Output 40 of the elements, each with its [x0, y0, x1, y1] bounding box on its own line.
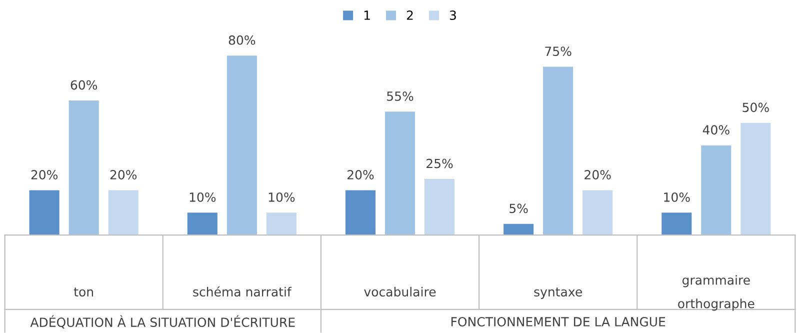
- x-tick-label: schéma narratif: [193, 286, 292, 297]
- data-label: 20%: [31, 170, 58, 180]
- legend-label: 3: [450, 10, 456, 20]
- data-label: 50%: [742, 102, 769, 112]
- legend-label: 1: [364, 10, 370, 20]
- bar: [226, 56, 257, 236]
- bar: [740, 122, 771, 236]
- data-label: 20%: [348, 170, 374, 180]
- legend-label: 2: [406, 10, 413, 20]
- bar: [424, 178, 455, 236]
- bar: [384, 112, 416, 236]
- data-label: 10%: [664, 192, 690, 202]
- data-label: 60%: [70, 80, 98, 90]
- text: FONCTIONNEMENT DE LA LANGUE: [451, 317, 666, 326]
- bar: [108, 190, 138, 236]
- bar: [701, 145, 732, 236]
- bar: [29, 190, 60, 236]
- data-label: 55%: [387, 91, 414, 101]
- data-label: 5%: [510, 204, 528, 214]
- x-tick-label: syntaxe: [534, 288, 582, 299]
- data-label: 20%: [110, 170, 137, 180]
- bar: [187, 212, 218, 236]
- x-tick-label: vocabulaire: [364, 286, 436, 297]
- bar: [504, 224, 534, 236]
- bar: [68, 100, 99, 236]
- data-label: 20%: [584, 170, 611, 180]
- bar: [266, 212, 296, 236]
- data-label: 25%: [426, 158, 453, 168]
- bar: [345, 190, 376, 236]
- data-label: 10%: [190, 192, 216, 202]
- text: ADÉQUATION À LA SITUATION D'ÉCRITURE: [30, 315, 295, 328]
- data-label: 75%: [545, 46, 572, 56]
- bar: [543, 66, 574, 236]
- x-tick-label: ton: [74, 288, 94, 297]
- x-tick-label: grammaire orthographe: [678, 275, 754, 311]
- data-label: 10%: [268, 192, 295, 202]
- data-label: 80%: [228, 35, 256, 45]
- bar: [662, 212, 692, 236]
- data-label: 40%: [702, 125, 730, 135]
- bar: [582, 190, 613, 236]
